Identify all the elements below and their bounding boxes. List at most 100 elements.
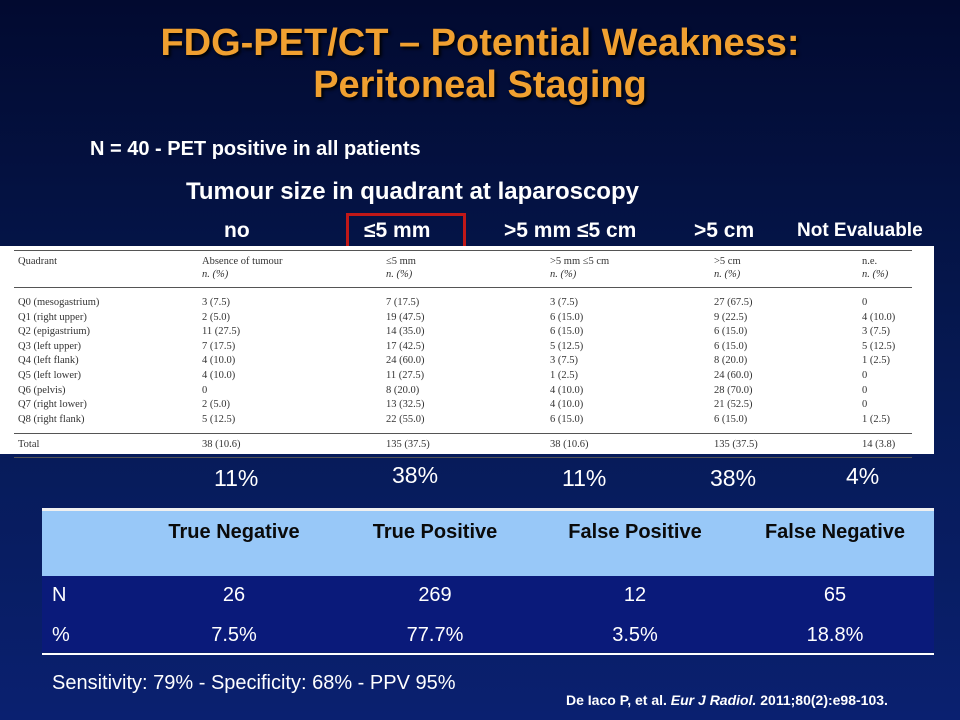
table-total-cell: Total [14,433,198,458]
table-cell: 1 (2.5) [862,355,890,367]
table-cell: Q6 (pelvis) [18,384,66,396]
table-cell: 1 (2.5) [550,369,578,381]
table-cell: 24 (60.0) [386,355,425,367]
slide-title: FDG-PET/CT – Potential Weakness: Periton… [0,22,960,106]
table-cell: 13 (32.5) [386,399,425,411]
title-line-1: FDG-PET/CT – Potential Weakness: [160,22,800,64]
results-bottom-rule [42,653,934,655]
table-cell: 24 (60.0) [714,369,753,381]
table-cell: 5 (12.5) [550,340,584,352]
table-cell: 4 (10.0) [202,355,236,367]
table-total-cell: 14 (3.8) [858,433,912,458]
results-header-true-positive: True Positive [372,521,498,543]
table-cell: Q5 (left lower) [18,369,81,381]
table-total-cell: 38 (10.6) [198,433,382,458]
table-header-gt5cm: >5 cm n. (%) [710,250,858,288]
col-header-no: no [224,219,250,242]
paper-table-image: Quadrant Absence of tumour n. (%) ≤5 mm n.… [0,246,934,458]
table-cell: 0 [862,369,868,381]
table-header-absence: Absence of tumour n. (%) [198,250,382,288]
results-row-label: % [52,624,70,646]
table-cell: 2 (5.0) [202,399,230,411]
table-cell: Q0 (mesogastrium) [18,297,100,308]
table-cell: 4 (10.0) [550,399,584,411]
table-header-quadrant: Quadrant [14,250,198,288]
results-cell: 18.8% [806,624,864,646]
table-cell: 27 (67.5) [714,297,753,308]
table-cell: 11 (27.5) [202,326,241,338]
table-cell: 5 (12.5) [202,413,236,425]
table-cell: 14 (35.0) [386,326,425,338]
table-cell: 4 (10.0) [202,369,236,381]
sensitivity-line: Sensitivity: 79% - Specificity: 68% - PP… [52,672,456,694]
table-cell: 22 (55.0) [386,413,425,425]
table-cell: 3 (7.5) [202,297,230,308]
results-cell: 12 [623,584,647,606]
table-cell: 28 (70.0) [714,384,753,396]
col-header-gt5cm: >5 cm [694,219,755,242]
table-cell: 1 (2.5) [862,413,890,425]
col-header-not-evaluable: Not Evaluable [797,220,923,241]
table-row: Q5 (left lower) 4 (10.0) 11 (27.5) 1 (2.5) 2… [14,369,912,384]
table-header-ne: n.e. n. (%) [858,250,912,288]
pct-ne: 4% [846,463,880,489]
table-cell: Q7 (right lower) [18,399,87,411]
table-cell: 0 [862,297,868,308]
table-cell: 4 (10.0) [550,384,584,396]
table-row: Q7 (right lower) 2 (5.0) 13 (32.5) 4 (10.0)… [14,398,912,413]
table-cell: Q3 (left upper) [18,340,81,352]
citation-details: 2011;80(2):e98-103. [756,692,888,708]
table-cell: 7 (17.5) [202,340,236,352]
table-cell: 11 (27.5) [386,369,425,381]
table-cell: 6 (15.0) [550,413,584,425]
table-total-cell: 135 (37.5) [710,433,858,458]
table-cell: Q8 (right flank) [18,413,85,425]
results-cell: 26 [222,584,246,606]
citation: De Iaco P, et al. Eur J Radiol. 2011;80(… [566,692,888,708]
pct-no: 11% [214,465,259,491]
table-cell: 3 (7.5) [862,326,890,338]
results-header-row: True Negative True Positive False Positi… [42,508,934,579]
table-cell: Q2 (epigastrium) [18,326,91,338]
pct-gt5cm: 38% [710,465,757,491]
col-header-le5mm: ≤5 mm [364,219,431,242]
table-cell: 0 [862,399,868,411]
table-cell: 5 (12.5) [862,340,896,352]
table-cell: Q4 (left flank) [18,355,79,367]
pct-le5mm: 38% [392,462,439,488]
table-cell: 21 (52.5) [714,399,753,411]
table-cell: 3 (7.5) [550,355,578,367]
table-cell: 6 (15.0) [714,340,748,352]
table-cell: 6 (15.0) [714,413,748,425]
results-header-false-positive: False Positive [568,521,702,543]
results-cell: 7.5% [211,624,257,646]
results-header-true-negative: True Negative [168,521,300,543]
table-cell: 6 (15.0) [550,311,584,323]
table-row: Q1 (right upper) 2 (5.0) 19 (47.5) 6 (15.0)… [14,311,912,326]
table-header-le5mm: ≤5 mm n. (%) [382,250,546,288]
table-row: Q4 (left flank) 4 (10.0) 24 (60.0) 3 (7.5) 8… [14,354,912,369]
title-line-2: Peritoneal Staging [313,64,647,106]
results-cell: 65 [823,584,847,606]
table-total-cell: 38 (10.6) [546,433,710,458]
table-cell: 6 (15.0) [550,326,584,338]
table-total-cell: 135 (37.5) [382,433,546,458]
table-cell: 17 (42.5) [386,340,425,352]
table-cell: 0 [202,384,208,396]
col-header-5mm-5cm: >5 mm ≤5 cm [504,219,637,242]
table-row: Q0 (mesogastrium) 3 (7.5) 7 (17.5) 3 (7.5) 2… [14,288,912,311]
table-cell: 0 [862,384,868,396]
table-cell: 6 (15.0) [714,326,748,338]
pct-5mm-5cm: 11% [562,465,607,491]
results-cell: 3.5% [612,624,658,646]
results-cell: 269 [418,584,452,606]
results-row-label: N [52,584,67,606]
table-cell: 19 (47.5) [386,311,425,323]
table-cell: 2 (5.0) [202,311,230,323]
table-cell: 9 (22.5) [714,311,748,323]
tumour-size-heading: Tumour size in quadrant at laparoscopy [186,178,639,205]
table-cell: 4 (10.0) [862,311,896,323]
quadrant-table: Quadrant Absence of tumour n. (%) ≤5 mm n.… [14,250,912,458]
table-row: Q2 (epigastrium) 11 (27.5) 14 (35.0) 6 (15.… [14,325,912,340]
citation-journal: Eur J Radiol. [670,692,757,708]
